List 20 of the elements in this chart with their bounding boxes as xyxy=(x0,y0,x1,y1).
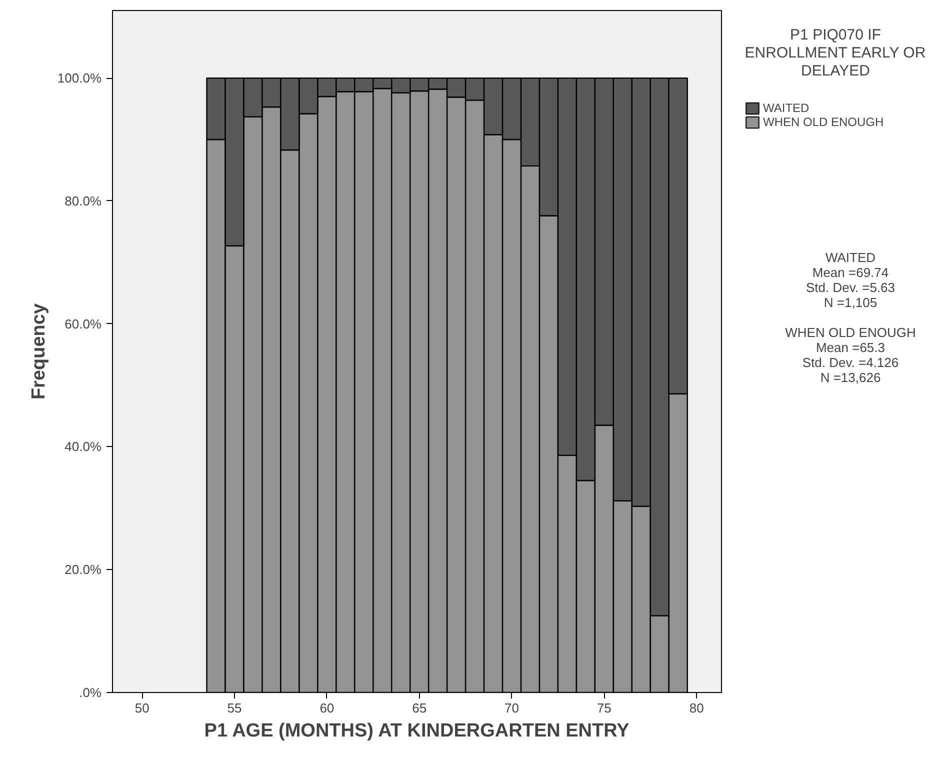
y-tick-label: .0% xyxy=(79,685,102,700)
x-tick-label: 65 xyxy=(412,700,427,716)
y-axis-title: Frequency xyxy=(28,303,50,400)
y-tick-label: 60.0% xyxy=(64,316,102,332)
y-tick-label: 40.0% xyxy=(64,439,102,454)
legend-label: WHEN OLD ENOUGH xyxy=(763,115,884,129)
x-tick-label: 75 xyxy=(596,700,612,716)
legend-title: P1 PIQ070 IF ENROLLMENT EARLY OR DELAYED xyxy=(744,26,926,80)
legend-label: WAITED xyxy=(763,101,810,115)
x-tick-label: 55 xyxy=(227,700,242,716)
x-tick-label: 50 xyxy=(134,700,150,716)
x-tick-label: 60 xyxy=(320,700,334,716)
text: WAITED Mean =69.74 Std. Dev. =5.63 N =1,105 xyxy=(806,250,896,310)
y-tick-label: 20.0% xyxy=(64,562,102,578)
x-tick-label: 80 xyxy=(689,700,704,716)
y-tick-label: 80.0% xyxy=(64,193,102,208)
x-tick-label: 70 xyxy=(504,700,520,716)
text: WHEN OLD ENOUGH Mean =65.3 Std. Dev. =4.126 N =13,626 xyxy=(785,325,916,386)
x-axis-title: P1 AGE (MONTHS) AT KINDERGARTEN ENTRY xyxy=(204,720,630,742)
y-tick-label: 100.0% xyxy=(57,70,102,86)
